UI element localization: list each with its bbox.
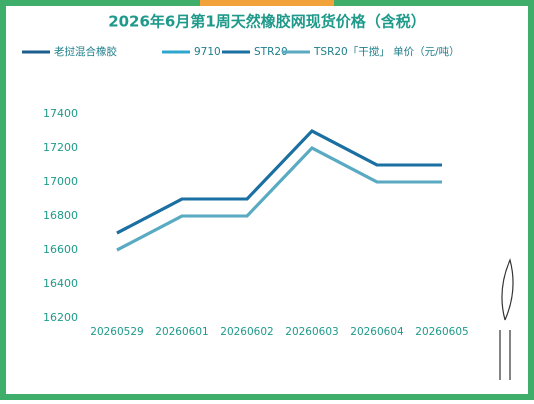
y-tick-label: 17200	[43, 141, 78, 154]
y-tick-label: 16400	[43, 277, 78, 290]
y-tick-label: 16800	[43, 209, 78, 222]
x-tick-label: 20260601	[155, 326, 208, 338]
legend-label: 9710	[194, 46, 221, 58]
line	[116, 129, 442, 235]
legend-label: 老挝混合橡胶	[54, 45, 117, 58]
x-tick-label: 20260605	[415, 326, 468, 338]
line	[116, 146, 442, 252]
x-tick-label: 20260529	[90, 326, 143, 338]
accent-bar	[200, 0, 334, 6]
x-tick-label: 20260604	[350, 326, 404, 338]
legend-label: STR20	[254, 46, 288, 58]
legend-label: TSR20「干搅」 单价（元/吨）	[313, 45, 460, 58]
chart-title: 2026年6月第1周天然橡胶网现货价格（含税）	[108, 13, 426, 31]
x-tick-label: 20260602	[220, 326, 273, 338]
y-tick-label: 17400	[43, 107, 78, 120]
y-tick-label: 16600	[43, 243, 78, 256]
y-tick-label: 16200	[43, 311, 78, 324]
panel	[6, 6, 528, 394]
y-tick-label: 17000	[43, 175, 78, 188]
decoration	[499, 258, 514, 380]
x-tick-label: 20260603	[285, 326, 338, 338]
